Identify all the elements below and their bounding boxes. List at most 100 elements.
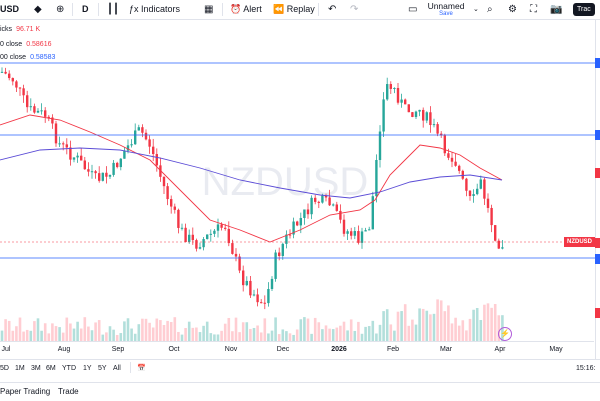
volume-bar bbox=[357, 321, 360, 341]
volume-legend: icks 96.71 K bbox=[0, 25, 40, 34]
volume-bar bbox=[465, 330, 468, 341]
volume-bar bbox=[195, 327, 198, 341]
settings-gear-icon[interactable]: ⚙ bbox=[508, 4, 517, 15]
replay-button[interactable]: ⏪ Replay bbox=[273, 4, 315, 14]
save-label[interactable]: Save bbox=[439, 11, 453, 17]
redo-icon[interactable]: ↷ bbox=[350, 4, 359, 15]
volume-bar bbox=[457, 325, 461, 341]
candle-body bbox=[98, 173, 101, 181]
candle-body bbox=[353, 231, 356, 236]
candle-body bbox=[54, 123, 58, 144]
candle-body bbox=[299, 217, 302, 226]
volume-bar bbox=[83, 317, 87, 341]
ma-fast-legend: 0 close 0.58616 bbox=[0, 40, 52, 49]
volume-bar bbox=[285, 331, 288, 341]
volume-bar bbox=[51, 323, 54, 341]
interval-selector[interactable]: D bbox=[82, 4, 89, 14]
candle-body bbox=[29, 106, 32, 108]
candle-body bbox=[184, 227, 187, 243]
volume-legend-label: icks bbox=[0, 26, 13, 33]
camera-icon[interactable]: 📷 bbox=[550, 4, 563, 15]
volume-bar bbox=[184, 327, 187, 341]
ma-fast-line bbox=[0, 114, 503, 243]
trade-button[interactable]: Trac bbox=[573, 3, 595, 16]
range-all[interactable]: All bbox=[113, 365, 121, 372]
range-5y[interactable]: 5Y bbox=[98, 365, 107, 372]
volume-bar bbox=[137, 324, 141, 341]
tab-trade[interactable]: Trade bbox=[58, 387, 79, 396]
volume-bar bbox=[209, 333, 213, 341]
candle-body bbox=[220, 224, 223, 228]
volume-bar bbox=[148, 322, 151, 341]
range-ytd[interactable]: YTD bbox=[62, 365, 76, 372]
price-chart[interactable]: NZDUSD bbox=[0, 20, 595, 341]
range-1m[interactable]: 1M bbox=[15, 365, 25, 372]
candle-body bbox=[155, 154, 158, 166]
layout-square-icon[interactable]: ▭ bbox=[408, 4, 418, 15]
volume-bar bbox=[281, 329, 285, 341]
volume-bar bbox=[339, 325, 342, 341]
candle-body bbox=[76, 155, 79, 158]
volume-bar bbox=[407, 325, 411, 341]
candle-body bbox=[368, 229, 371, 231]
quick-search-icon[interactable]: ⌕ bbox=[487, 4, 493, 15]
candle-body bbox=[227, 228, 230, 244]
favorite-icon[interactable]: ◆ bbox=[34, 4, 42, 15]
range-1y[interactable]: 1Y bbox=[83, 365, 92, 372]
alert-button[interactable]: ⏰ Alert bbox=[230, 4, 262, 14]
time-label: Apr bbox=[494, 346, 506, 353]
symbol-search[interactable]: USD bbox=[0, 4, 20, 14]
undo-icon[interactable]: ↶ bbox=[328, 4, 337, 15]
layout-name[interactable]: Unnamed Save bbox=[420, 0, 472, 19]
candle-body bbox=[432, 124, 436, 126]
candle-body bbox=[281, 243, 284, 257]
candle-body bbox=[274, 252, 277, 279]
range-6m[interactable]: 6M bbox=[46, 365, 56, 372]
tab-paper-trading[interactable]: Paper Trading bbox=[0, 387, 51, 396]
candle-body bbox=[224, 227, 227, 229]
fullscreen-icon[interactable]: ⛶ bbox=[530, 4, 537, 15]
volume-bar bbox=[79, 328, 83, 341]
volume-bar bbox=[76, 321, 79, 341]
candle-body bbox=[148, 139, 151, 147]
price-marker bbox=[595, 238, 600, 248]
chevron-down-icon[interactable]: ⌄ bbox=[473, 6, 479, 13]
clock-time[interactable]: 15:16: bbox=[576, 365, 596, 372]
volume-bar bbox=[497, 315, 501, 341]
candle-body bbox=[202, 239, 205, 248]
volume-bar bbox=[328, 328, 331, 341]
candle-body bbox=[191, 234, 194, 241]
time-axis[interactable]: Jul Aug Sep Oct Nov Dec 2026 Feb Mar Apr… bbox=[0, 341, 594, 360]
candle-body bbox=[317, 201, 320, 203]
candle-body bbox=[170, 199, 173, 207]
price-scale[interactable] bbox=[595, 20, 600, 360]
ma-fast-legend-label: 0 close bbox=[0, 41, 23, 48]
candle-body bbox=[472, 194, 475, 196]
volume-bar bbox=[349, 319, 353, 341]
time-label: Oct bbox=[168, 346, 180, 353]
candle-body bbox=[252, 294, 256, 296]
date-range-icon[interactable]: 📅 bbox=[137, 365, 146, 372]
volume-bar bbox=[321, 329, 324, 341]
candle-body bbox=[44, 110, 47, 117]
candle-body bbox=[321, 195, 324, 203]
candle-body bbox=[90, 171, 94, 173]
lightning-icon[interactable]: ⚡ bbox=[498, 327, 512, 341]
candle-body bbox=[234, 253, 238, 257]
candle-body bbox=[4, 71, 7, 74]
layouts-icon[interactable]: ▦ bbox=[204, 4, 214, 15]
indicators-button[interactable]: ƒx Indicators bbox=[129, 4, 181, 14]
candle-body bbox=[245, 280, 248, 286]
time-label: Sep bbox=[111, 346, 125, 353]
range-5d[interactable]: 5D bbox=[0, 365, 9, 372]
candle-body bbox=[209, 233, 212, 235]
candle-body bbox=[479, 179, 482, 189]
chart-type-icon[interactable]: ┃┃ bbox=[107, 4, 120, 15]
candle-body bbox=[123, 150, 126, 159]
range-3m[interactable]: 3M bbox=[31, 365, 41, 372]
plus-circle-icon[interactable]: ⊕ bbox=[56, 4, 65, 15]
candle-body bbox=[270, 278, 274, 289]
candle-body bbox=[119, 158, 122, 168]
candle-body bbox=[130, 144, 133, 146]
volume-bar bbox=[169, 322, 173, 341]
